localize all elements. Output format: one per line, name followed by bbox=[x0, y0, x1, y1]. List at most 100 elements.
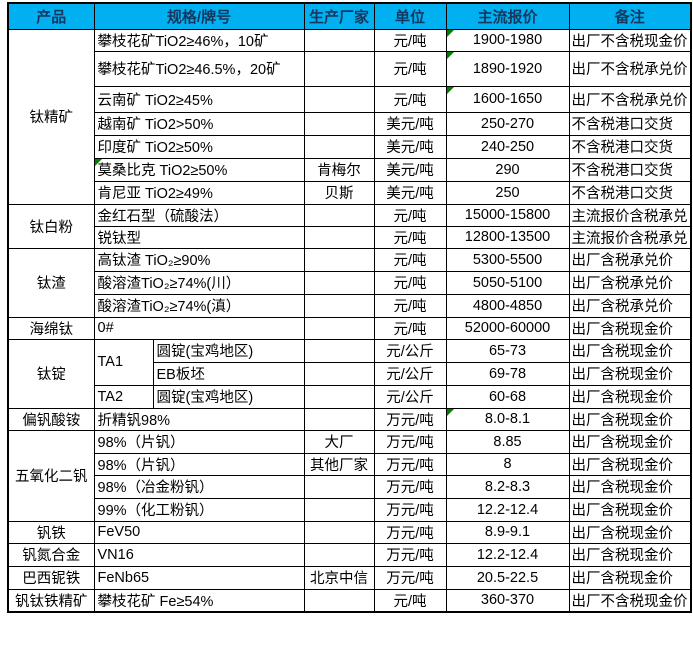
cell-text: 元/吨 bbox=[393, 253, 427, 269]
cell-text: 元/公斤 bbox=[386, 390, 434, 406]
cell-text: 元/公斤 bbox=[386, 367, 434, 383]
table-row: TA2 圆锭(宝鸡地区) 元/公斤 60-68 出厂含税现金价 bbox=[8, 384, 692, 409]
cell-text: 印度矿 TiO2≥50% bbox=[97, 140, 213, 156]
price-cell: 20.5-22.5 bbox=[445, 565, 570, 590]
cell-text: 元/吨 bbox=[393, 593, 427, 610]
unit-cell: 万元/吨 bbox=[373, 407, 447, 431]
spec-cell: 98%（冶金粉钒） bbox=[93, 474, 305, 499]
spec-cell: FeV50 bbox=[93, 520, 305, 544]
product-cell: 钒铁 bbox=[7, 520, 95, 544]
cell-text: 巴西铌铁 bbox=[22, 571, 81, 587]
table-row: 钛锭 TA1 圆锭(宝鸡地区) 元/公斤 65-73 出厂含税现金价 bbox=[7, 338, 692, 409]
price-cell: 290 bbox=[445, 157, 570, 182]
unit-cell: 万元/吨 bbox=[373, 542, 447, 567]
column-header-note: 备注 bbox=[568, 2, 692, 30]
cell-text: 出厂含税现金价 bbox=[571, 480, 674, 496]
cell-text: 出厂含税现金价 bbox=[571, 503, 674, 519]
maker-cell bbox=[303, 361, 375, 386]
unit-cell: 元/吨 bbox=[373, 85, 447, 113]
product-cell: 巴西铌铁 bbox=[7, 565, 95, 590]
cell-text: 肯尼亚 TiO2≥49% bbox=[97, 186, 213, 202]
note-cell: 出厂含税现金价 bbox=[568, 384, 692, 409]
cell-text: 圆锭(宝鸡地区) bbox=[156, 344, 254, 360]
unit-cell: 元/吨 bbox=[373, 293, 447, 318]
cell-text: 1600-1650 bbox=[472, 91, 543, 107]
unit-cell: 万元/吨 bbox=[373, 497, 447, 522]
cell-text: 元/吨 bbox=[393, 33, 427, 50]
cell-text: 出厂含税现金价 bbox=[571, 435, 674, 451]
price-cell: 360-370 bbox=[445, 588, 570, 613]
price-cell: 5300-5500 bbox=[445, 247, 570, 272]
cell-text: 攀枝花矿 Fe≥54% bbox=[97, 593, 214, 610]
cell-text: 240-250 bbox=[480, 138, 535, 155]
cell-text: 5050-5100 bbox=[472, 274, 543, 291]
price-table: 产品 规格/牌号 生产厂家 单位 主流报价 备注 钛精矿 攀枝花矿TiO2≥46%… bbox=[7, 2, 692, 613]
cell-text: VN16 bbox=[97, 546, 134, 563]
cell-text: 万元/吨 bbox=[386, 457, 434, 474]
unit-cell: 万元/吨 bbox=[373, 452, 447, 476]
spec-cell: 高钛渣 TiO₂≥90% bbox=[93, 247, 305, 272]
spec-cell: 锐钛型 bbox=[93, 225, 305, 249]
cell-text: 元/吨 bbox=[393, 230, 427, 247]
note-cell: 出厂含税现金价 bbox=[568, 361, 692, 386]
note-cell: 出厂含税现金价 bbox=[568, 429, 692, 454]
column-header-spec: 规格/牌号 bbox=[93, 2, 305, 30]
table-row: 酸溶渣TiO₂≥74%(川） 元/吨 5050-5100 出厂含税承兑价 bbox=[8, 270, 692, 295]
spec-cell: 酸溶渣TiO₂≥74%(滇） bbox=[93, 293, 305, 318]
cell-text: 万元/吨 bbox=[386, 548, 434, 564]
note-cell: 出厂含税承兑价 bbox=[568, 270, 692, 295]
spec-cell: 0# bbox=[93, 316, 305, 340]
cell-text: 钛白粉 bbox=[29, 219, 74, 236]
price-cell: 69-78 bbox=[445, 361, 570, 386]
price-cell: 8.85 bbox=[445, 429, 570, 454]
cell-text: 出厂含税现金价 bbox=[571, 571, 674, 587]
spec-cell: 98%（片钒） bbox=[93, 429, 305, 454]
unit-cell: 万元/吨 bbox=[373, 429, 447, 454]
unit-cell: 万元/吨 bbox=[373, 565, 447, 590]
unit-cell: 元/吨 bbox=[373, 588, 447, 613]
cell-text: 攀枝花矿TiO2≥46%，10矿 bbox=[97, 33, 269, 50]
cell-text: 元/吨 bbox=[393, 92, 427, 109]
price-cell: 1900-1980 bbox=[445, 28, 570, 52]
note-cell: 出厂含税现金价 bbox=[568, 316, 692, 340]
cell-text: 98%（片钒） bbox=[97, 457, 185, 474]
table-row: 莫桑比克 TiO2≥50% 肯梅尔 美元/吨 290 不含税港口交货 bbox=[8, 157, 692, 182]
unit-cell: 元/吨 bbox=[373, 270, 447, 295]
cell-text: 钛精矿 bbox=[29, 110, 74, 126]
spec-cell: VN16 bbox=[93, 542, 305, 567]
spec-cell: 折精钒98% bbox=[93, 407, 305, 431]
cell-text: 越南矿 TiO2>50% bbox=[97, 117, 214, 133]
cell-text: 元/吨 bbox=[393, 321, 427, 338]
cell-text: 大厂 bbox=[324, 435, 354, 451]
maker-cell bbox=[303, 203, 375, 227]
cell-text: 15000-15800 bbox=[464, 207, 551, 223]
maker-cell bbox=[303, 247, 375, 272]
note-cell: 出厂不含税现金价 bbox=[568, 588, 692, 613]
unit-cell: 万元/吨 bbox=[373, 474, 447, 499]
table-row: 五氧化二钒 98%（片钒） 大厂 万元/吨 8.85 出厂含税现金价 bbox=[7, 429, 692, 522]
table-row: 云南矿 TiO2≥45% 元/吨 1600-1650 出厂不含税承兑价 bbox=[8, 85, 692, 113]
cell-text: 出厂含税现金价 bbox=[571, 321, 674, 338]
note-cell: 主流报价含税承兑 bbox=[568, 203, 692, 227]
cell-text: 万元/吨 bbox=[386, 412, 434, 429]
green-corner-flag-icon bbox=[447, 52, 454, 59]
header-row: 产品 规格/牌号 生产厂家 单位 主流报价 备注 bbox=[7, 2, 692, 30]
cell-text: 20.5-22.5 bbox=[476, 569, 539, 586]
unit-cell: 元/吨 bbox=[373, 225, 447, 249]
cell-text: 98%（片钒） bbox=[97, 435, 185, 451]
price-cell: 8.9-9.1 bbox=[445, 520, 570, 544]
cell-text: 4800-4850 bbox=[472, 297, 543, 314]
green-corner-flag-icon bbox=[447, 87, 454, 94]
price-cell: 52000-60000 bbox=[445, 316, 570, 340]
cell-text: 万元/吨 bbox=[386, 571, 434, 587]
cell-text: 酸溶渣TiO₂≥74%(川） bbox=[97, 276, 241, 292]
price-cell: 65-73 bbox=[445, 338, 570, 363]
maker-cell bbox=[303, 85, 375, 113]
cell-text: 贝斯 bbox=[324, 186, 354, 202]
table-row: 钛白粉 金红石型（硫酸法） 元/吨 15000-15800 主流报价含税承兑 bbox=[7, 203, 692, 249]
cell-text: 美元/吨 bbox=[386, 117, 434, 133]
maker-cell bbox=[303, 225, 375, 249]
cell-text: 不含税港口交货 bbox=[571, 117, 674, 133]
price-cell: 5050-5100 bbox=[445, 270, 570, 295]
note-cell: 不含税港口交货 bbox=[568, 111, 692, 136]
